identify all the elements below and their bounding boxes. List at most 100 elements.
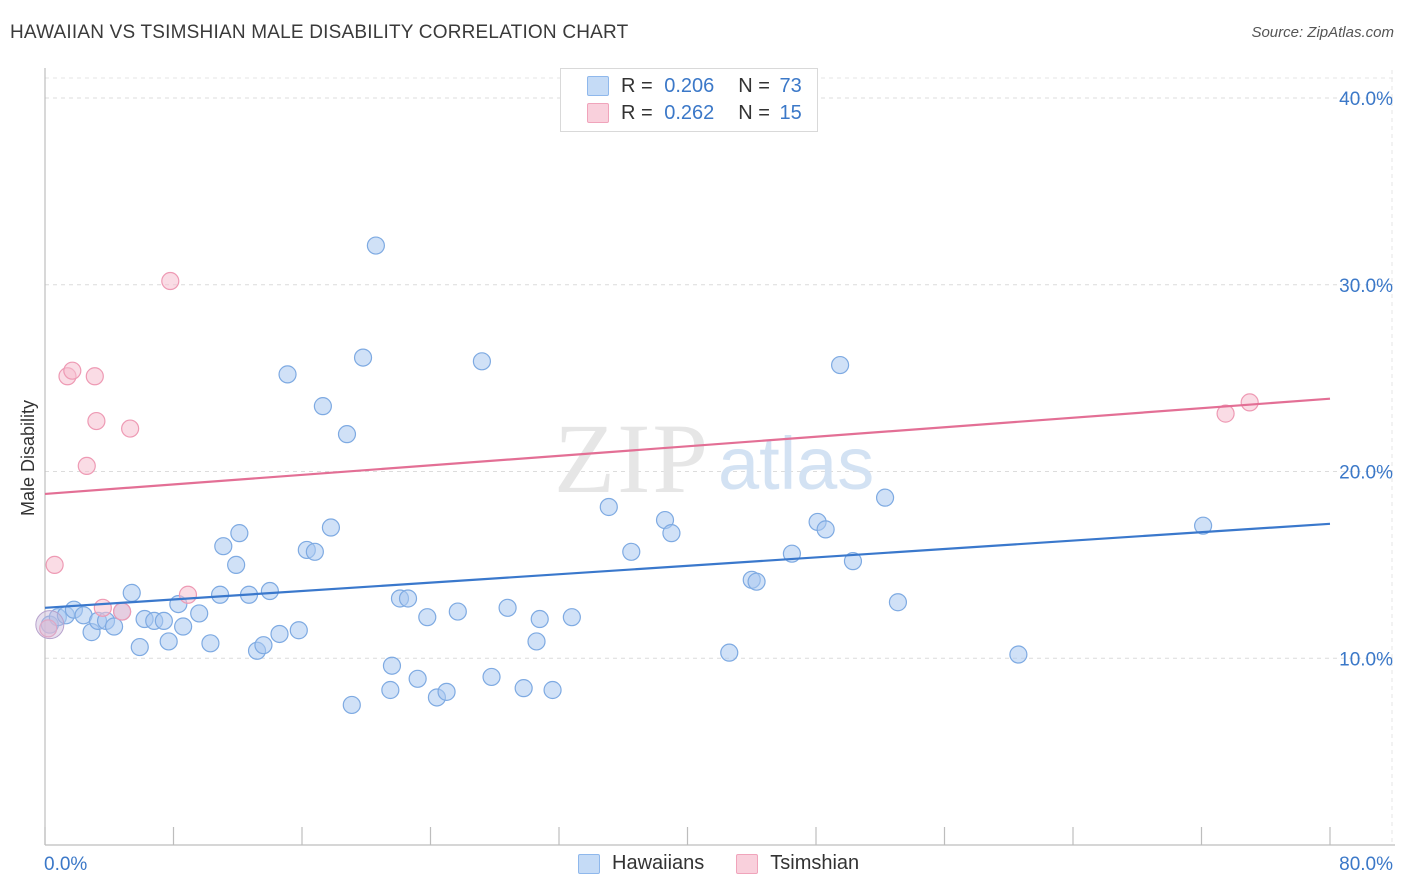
point-hawaiians xyxy=(398,589,418,608)
legend-swatch-hawaiians xyxy=(587,76,609,96)
point-hawaiians xyxy=(260,581,279,601)
point-hawaiians xyxy=(530,609,549,629)
y-tick-label: 20.0% xyxy=(1339,463,1393,484)
point-hawaiians xyxy=(381,680,400,700)
point-tsimshian xyxy=(112,602,132,621)
point-tsimshian xyxy=(63,361,82,380)
point-hawaiians xyxy=(122,583,141,602)
point-hawaiians xyxy=(498,598,517,617)
legend-r-value: 0.262 xyxy=(664,101,715,124)
point-hawaiians xyxy=(313,397,332,416)
point-tsimshian xyxy=(121,419,140,438)
legend-n-value: 73 xyxy=(779,74,802,97)
x-tick-label-min: 0.0% xyxy=(44,854,87,875)
point-hawaiians xyxy=(305,542,324,561)
legend-item-hawaiians[interactable]: Hawaiians xyxy=(578,852,704,875)
point-hawaiians xyxy=(437,682,456,701)
point-hawaiians xyxy=(1194,516,1213,535)
point-hawaiians xyxy=(201,634,220,653)
point-hawaiians xyxy=(747,572,766,591)
point-hawaiians xyxy=(382,656,402,675)
legend-n-label: N = xyxy=(738,101,776,124)
watermark: ZIP atlas xyxy=(554,403,874,514)
legend-swatch-tsimshian xyxy=(736,853,759,874)
point-tsimshian xyxy=(1240,393,1259,412)
legend-n-value: 15 xyxy=(779,101,802,124)
watermark-atlas: atlas xyxy=(718,422,874,505)
point-hawaiians xyxy=(337,425,357,444)
point-hawaiians xyxy=(448,602,467,621)
point-hawaiians xyxy=(321,518,341,537)
point-tsimshian xyxy=(77,456,96,476)
point-hawaiians xyxy=(622,542,641,561)
point-hawaiians xyxy=(888,593,908,612)
point-tsimshian xyxy=(87,411,106,431)
point-hawaiians xyxy=(843,552,863,571)
point-hawaiians xyxy=(214,537,233,556)
legend-r-value: 0.206 xyxy=(664,74,715,97)
source-attribution: Source: ZipAtlas.com xyxy=(1251,24,1394,41)
point-tsimshian xyxy=(45,555,64,574)
legend-row-tsimshian: R = 0.262 N = 15 xyxy=(587,102,802,124)
axes xyxy=(44,68,1395,846)
legend-label-hawaiians: Hawaiians xyxy=(612,852,705,874)
point-hawaiians xyxy=(254,636,273,655)
legend-r-label: R = xyxy=(621,74,659,97)
y-tick-label: 10.0% xyxy=(1339,649,1393,670)
point-tsimshian xyxy=(1216,404,1235,423)
point-hawaiians xyxy=(599,497,618,517)
point-hawaiians xyxy=(342,695,361,715)
point-cluster xyxy=(35,610,65,640)
legend-item-tsimshian[interactable]: Tsimshian xyxy=(736,852,859,875)
point-hawaiians xyxy=(408,669,427,688)
point-tsimshian xyxy=(178,585,198,604)
chart-title: HAWAIIAN VS TSIMSHIAN MALE DISABILITY CO… xyxy=(10,22,629,43)
point-hawaiians xyxy=(227,555,246,574)
legend-r-label: R = xyxy=(621,101,659,124)
axis-labels: 10.0% 20.0% 30.0% 40.0% 0.0% 80.0% Male Disabi… xyxy=(18,89,1393,875)
point-hawaiians xyxy=(562,608,581,627)
point-tsimshian xyxy=(161,271,180,291)
trend-lines xyxy=(44,397,1331,609)
point-hawaiians xyxy=(174,617,193,636)
point-hawaiians xyxy=(543,680,562,700)
point-hawaiians xyxy=(830,355,850,375)
point-hawaiians xyxy=(190,604,209,623)
point-hawaiians xyxy=(353,348,373,367)
watermark-zip: ZIP xyxy=(554,403,710,514)
legend-swatch-tsimshian xyxy=(587,103,609,123)
point-hawaiians xyxy=(662,524,681,543)
point-hawaiians xyxy=(816,520,835,539)
point-tsimshian xyxy=(93,598,112,617)
point-hawaiians xyxy=(514,679,533,698)
point-hawaiians xyxy=(472,352,491,371)
point-hawaiians xyxy=(875,488,895,507)
x-tick-label-max: 80.0% xyxy=(1339,854,1393,875)
point-hawaiians xyxy=(527,632,546,651)
point-hawaiians xyxy=(418,608,437,627)
point-hawaiians xyxy=(270,624,289,644)
y-tick-label: 30.0% xyxy=(1339,276,1393,297)
point-hawaiians xyxy=(1009,645,1028,664)
trend-line-hawaiians xyxy=(44,522,1331,609)
y-axis-title: Male Disability xyxy=(18,400,38,516)
point-tsimshian xyxy=(39,619,58,638)
point-hawaiians xyxy=(159,632,178,651)
legend-n-label: N = xyxy=(738,74,776,97)
point-hawaiians xyxy=(210,585,230,604)
point-hawaiians xyxy=(289,621,308,640)
legend-label-tsimshian: Tsimshian xyxy=(770,852,860,874)
legend-swatch-hawaiians xyxy=(578,853,600,874)
point-hawaiians xyxy=(366,236,385,255)
correlation-legend: R = 0.206 N = 73 R = 0.262 N = 15 xyxy=(560,68,818,132)
point-hawaiians xyxy=(720,643,739,662)
point-hawaiians xyxy=(230,524,249,543)
series-legend: Hawaiians Tsimshian xyxy=(578,852,891,875)
point-hawaiians xyxy=(154,611,173,631)
trend-line-tsimshian xyxy=(44,397,1331,496)
point-hawaiians xyxy=(104,617,124,636)
point-hawaiians xyxy=(278,365,297,384)
legend-row-hawaiians: R = 0.206 N = 73 xyxy=(587,75,802,97)
point-tsimshian xyxy=(85,367,104,386)
